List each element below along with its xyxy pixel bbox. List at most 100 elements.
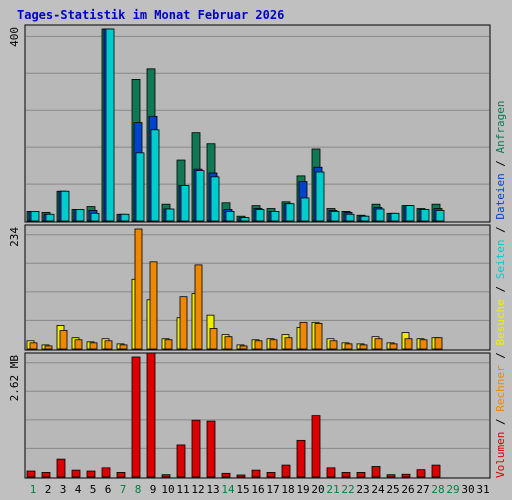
bar-rechner-day-28: [434, 337, 443, 350]
day-label-26: 26: [401, 483, 414, 496]
day-label-12: 12: [191, 483, 204, 496]
legend-separator: /: [494, 153, 507, 173]
bar-rechner-day-4: [74, 339, 83, 350]
day-label-18: 18: [281, 483, 294, 496]
bar-seiten-day-1: [30, 210, 40, 222]
day-label-3: 3: [60, 483, 67, 496]
bar-volumen-day-6: [101, 467, 111, 478]
bar-rechner-day-5: [89, 342, 98, 350]
bar-volumen-day-15: [236, 474, 246, 478]
bar-rechner-day-13: [209, 328, 218, 350]
bar-volumen-day-20: [311, 415, 321, 478]
bar-rechner-day-22: [344, 343, 353, 350]
bar-seiten-day-18: [285, 203, 295, 222]
bar-seiten-day-24: [375, 208, 385, 222]
day-label-23: 23: [356, 483, 369, 496]
bar-volumen-day-3: [56, 458, 66, 478]
bar-volumen-day-17: [266, 472, 276, 478]
bar-rechner-day-2: [44, 345, 53, 350]
bar-volumen-day-1: [26, 470, 36, 478]
bar-volumen-day-21: [326, 467, 336, 478]
bar-volumen-day-10: [161, 474, 171, 478]
bar-volumen-day-26: [401, 473, 411, 478]
bar-seiten-day-22: [345, 213, 355, 222]
legend-separator: /: [494, 220, 507, 240]
bar-volumen-day-23: [356, 472, 366, 478]
chart-panels: 400 234 2.62 MB: [8, 24, 491, 479]
plot-area: [24, 224, 491, 351]
day-label-20: 20: [311, 483, 324, 496]
bar-rechner-day-8: [134, 228, 143, 350]
bar-rechner-day-3: [59, 330, 68, 350]
legend-text: Volumen / Rechner / Besuche / Seiten / D…: [494, 100, 507, 478]
bar-rechner-day-27: [419, 339, 428, 350]
bar-rechner-day-11: [179, 296, 188, 350]
bar-rechner-day-19: [299, 321, 308, 350]
bar-seiten-day-15: [240, 217, 250, 222]
bar-seiten-day-20: [315, 171, 325, 222]
legend-separator: /: [494, 412, 507, 432]
day-label-21: 21: [326, 483, 339, 496]
day-label-9: 9: [150, 483, 157, 496]
legend-item-volumen: Volumen: [494, 432, 507, 478]
bar-seiten-day-19: [300, 197, 310, 222]
day-label-22: 22: [341, 483, 354, 496]
bar-rechner-day-1: [29, 342, 38, 350]
bar-rechner-day-18: [284, 337, 293, 350]
bar-volumen-day-24: [371, 466, 381, 478]
panel-1: 400: [8, 24, 491, 223]
day-label-2: 2: [45, 483, 52, 496]
bar-rechner-day-16: [254, 340, 263, 350]
legend-separator: /: [494, 346, 507, 366]
day-label-4: 4: [75, 483, 82, 496]
bar-seiten-day-21: [330, 210, 340, 222]
bar-seiten-day-2: [45, 213, 55, 222]
legend-separator: /: [494, 279, 507, 299]
bar-seiten-day-25: [390, 212, 400, 222]
plot-area: [24, 24, 491, 223]
bar-seiten-day-16: [255, 209, 265, 222]
day-label-19: 19: [296, 483, 309, 496]
bar-seiten-day-10: [165, 208, 175, 222]
bar-seiten-day-5: [90, 212, 100, 222]
legend-item-anfragen: Anfragen: [494, 100, 507, 153]
bar-seiten-day-12: [195, 170, 205, 222]
day-label-28: 28: [431, 483, 444, 496]
bar-rechner-day-14: [224, 336, 233, 350]
bar-volumen-day-27: [416, 469, 426, 478]
legend-item-dateien: Dateien: [494, 173, 507, 219]
bar-seiten-day-13: [210, 176, 220, 222]
bar-volumen-day-8: [131, 356, 141, 478]
y-axis-max-label: 2.62 MB: [8, 355, 21, 402]
panel-3: 2.62 MB: [8, 352, 491, 479]
legend-item-besuche: Besuche: [494, 299, 507, 345]
bar-volumen-day-18: [281, 464, 291, 478]
day-label-1: 1: [30, 483, 37, 496]
bar-volumen-day-12: [191, 419, 201, 478]
bar-rechner-day-17: [269, 339, 278, 350]
day-label-16: 16: [251, 483, 264, 496]
bar-volumen-day-5: [86, 470, 96, 478]
day-label-29: 29: [446, 483, 459, 496]
bar-seiten-day-3: [60, 190, 70, 222]
bar-rechner-day-26: [404, 338, 413, 350]
day-label-7: 7: [120, 483, 127, 496]
bar-rechner-day-20: [314, 322, 323, 350]
bar-seiten-day-28: [435, 210, 445, 222]
bar-seiten-day-14: [225, 210, 235, 222]
bar-rechner-day-23: [359, 344, 368, 350]
day-label-14: 14: [221, 483, 235, 496]
day-label-15: 15: [236, 483, 249, 496]
bar-rechner-day-6: [104, 340, 113, 350]
bar-volumen-day-28: [431, 464, 441, 478]
day-label-27: 27: [416, 483, 429, 496]
bar-rechner-day-10: [164, 339, 173, 350]
bar-seiten-day-7: [120, 213, 130, 222]
plot-area: [24, 352, 491, 479]
bar-volumen-day-13: [206, 420, 216, 478]
bar-rechner-day-7: [119, 344, 128, 350]
bar-rechner-day-21: [329, 340, 338, 350]
bar-rechner-day-12: [194, 264, 203, 350]
